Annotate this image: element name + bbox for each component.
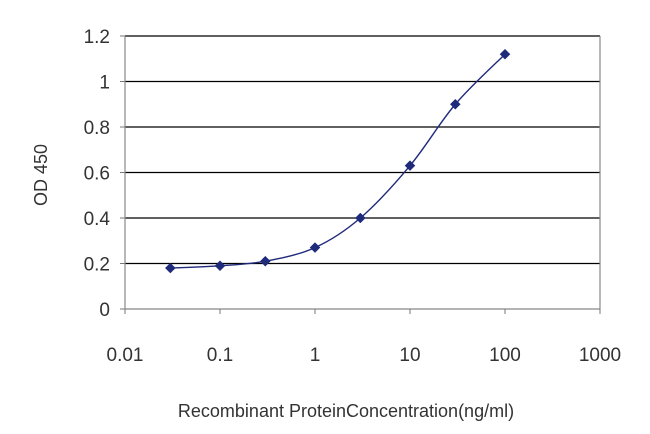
y-axis-title: OD 450 [31, 144, 51, 206]
gridlines [125, 35, 600, 265]
x-tick-labels: 0.01 0.1 1 10 100 1000 [107, 345, 622, 366]
x-tick-label: 10 [399, 345, 420, 366]
x-tick-label: 0.1 [207, 345, 233, 366]
y-tick-label: 0.2 [84, 255, 110, 276]
data-point-3 [309, 242, 321, 253]
data-point-7 [499, 48, 511, 60]
series-line-0 [170, 53, 506, 269]
y-tick-label: 0 [99, 300, 110, 321]
series [164, 48, 511, 274]
x-tick-label: 1000 [579, 345, 621, 366]
x-tick-label: 1 [310, 345, 321, 366]
y-tick-label: 1.2 [84, 27, 110, 48]
data-point-4 [354, 212, 366, 224]
x-tick-label: 0.01 [107, 345, 144, 366]
y-tick-labels: 0 0.2 0.4 0.6 0.8 1 1.2 [84, 27, 111, 321]
y-tick-label: 0.4 [84, 209, 111, 230]
data-point-5 [404, 160, 416, 172]
y-tick-label: 0.8 [84, 118, 110, 139]
data-point-0 [164, 262, 176, 274]
x-axis-title: Recombinant ProteinConcentration(ng/ml) [178, 401, 514, 421]
y-tick-label: 0.6 [84, 164, 110, 185]
data-point-1 [214, 260, 226, 272]
y-tick-label: 1 [99, 73, 110, 94]
axes [120, 35, 601, 314]
data-point-6 [449, 98, 461, 110]
data-point-2 [259, 255, 271, 267]
x-tick-label: 100 [489, 345, 521, 366]
